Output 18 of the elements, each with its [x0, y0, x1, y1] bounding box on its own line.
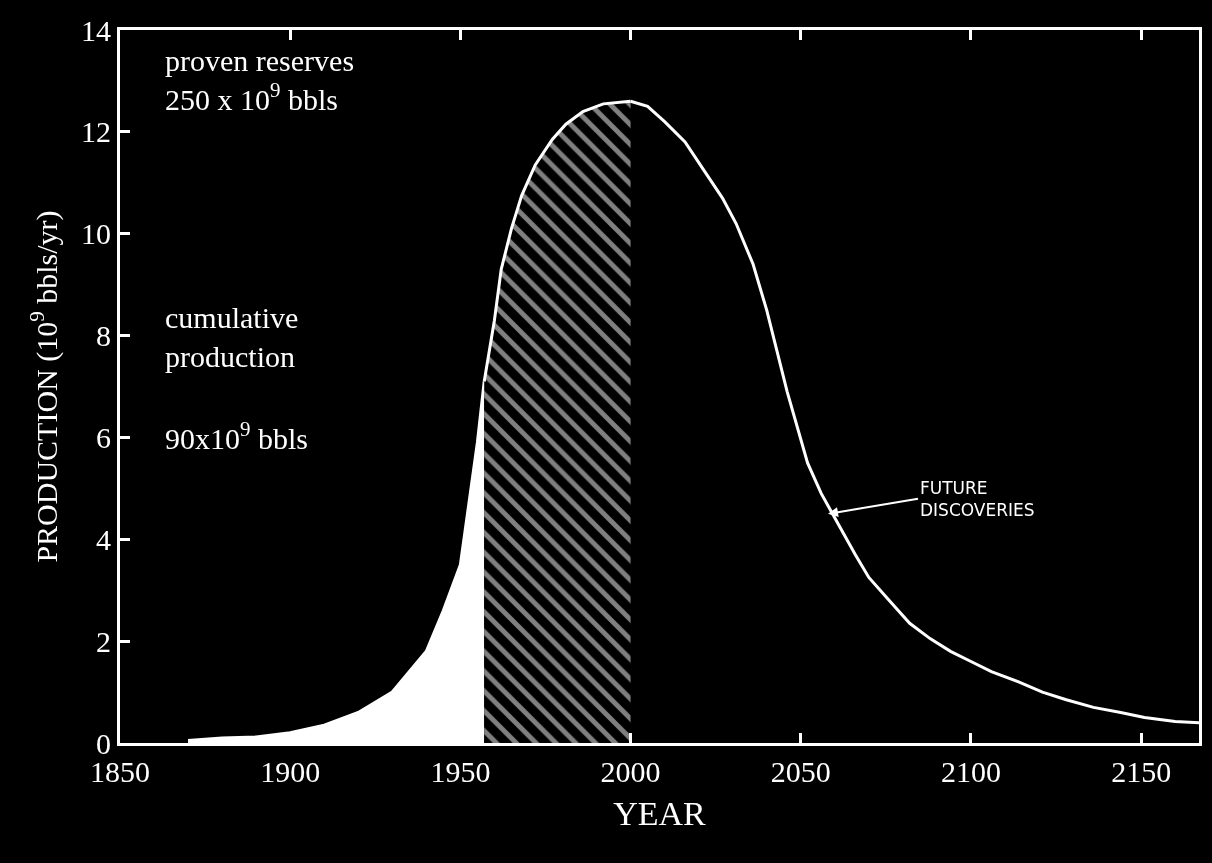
y-tick-label: 6: [96, 420, 111, 454]
x-tick-label: 2050: [770, 755, 831, 788]
y-tick-label: 2: [96, 624, 111, 658]
y-tick-label: 14: [81, 13, 111, 47]
annotation: cumulative production: [165, 301, 299, 373]
y-tick-label: 8: [96, 319, 111, 353]
x-tick-label: 1950: [430, 755, 491, 788]
x-tick-label: 2000: [600, 755, 661, 788]
y-tick-label: 12: [81, 115, 111, 149]
annotation: FUTURE DISCOVERIES: [920, 478, 1035, 521]
y-tick-label: 10: [81, 217, 111, 251]
annotation: 90x10$^{9}$ bbls: [165, 417, 309, 455]
x-tick-label: 1900: [260, 755, 321, 788]
x-tick-label: 2150: [1111, 755, 1172, 788]
x-axis-title: YEAR: [613, 795, 707, 833]
y-tick-label: 4: [96, 522, 111, 556]
annotation: proven reserves 250 x 10$^{9}$ bbls: [165, 44, 355, 116]
x-tick-label: 2100: [940, 755, 1001, 788]
